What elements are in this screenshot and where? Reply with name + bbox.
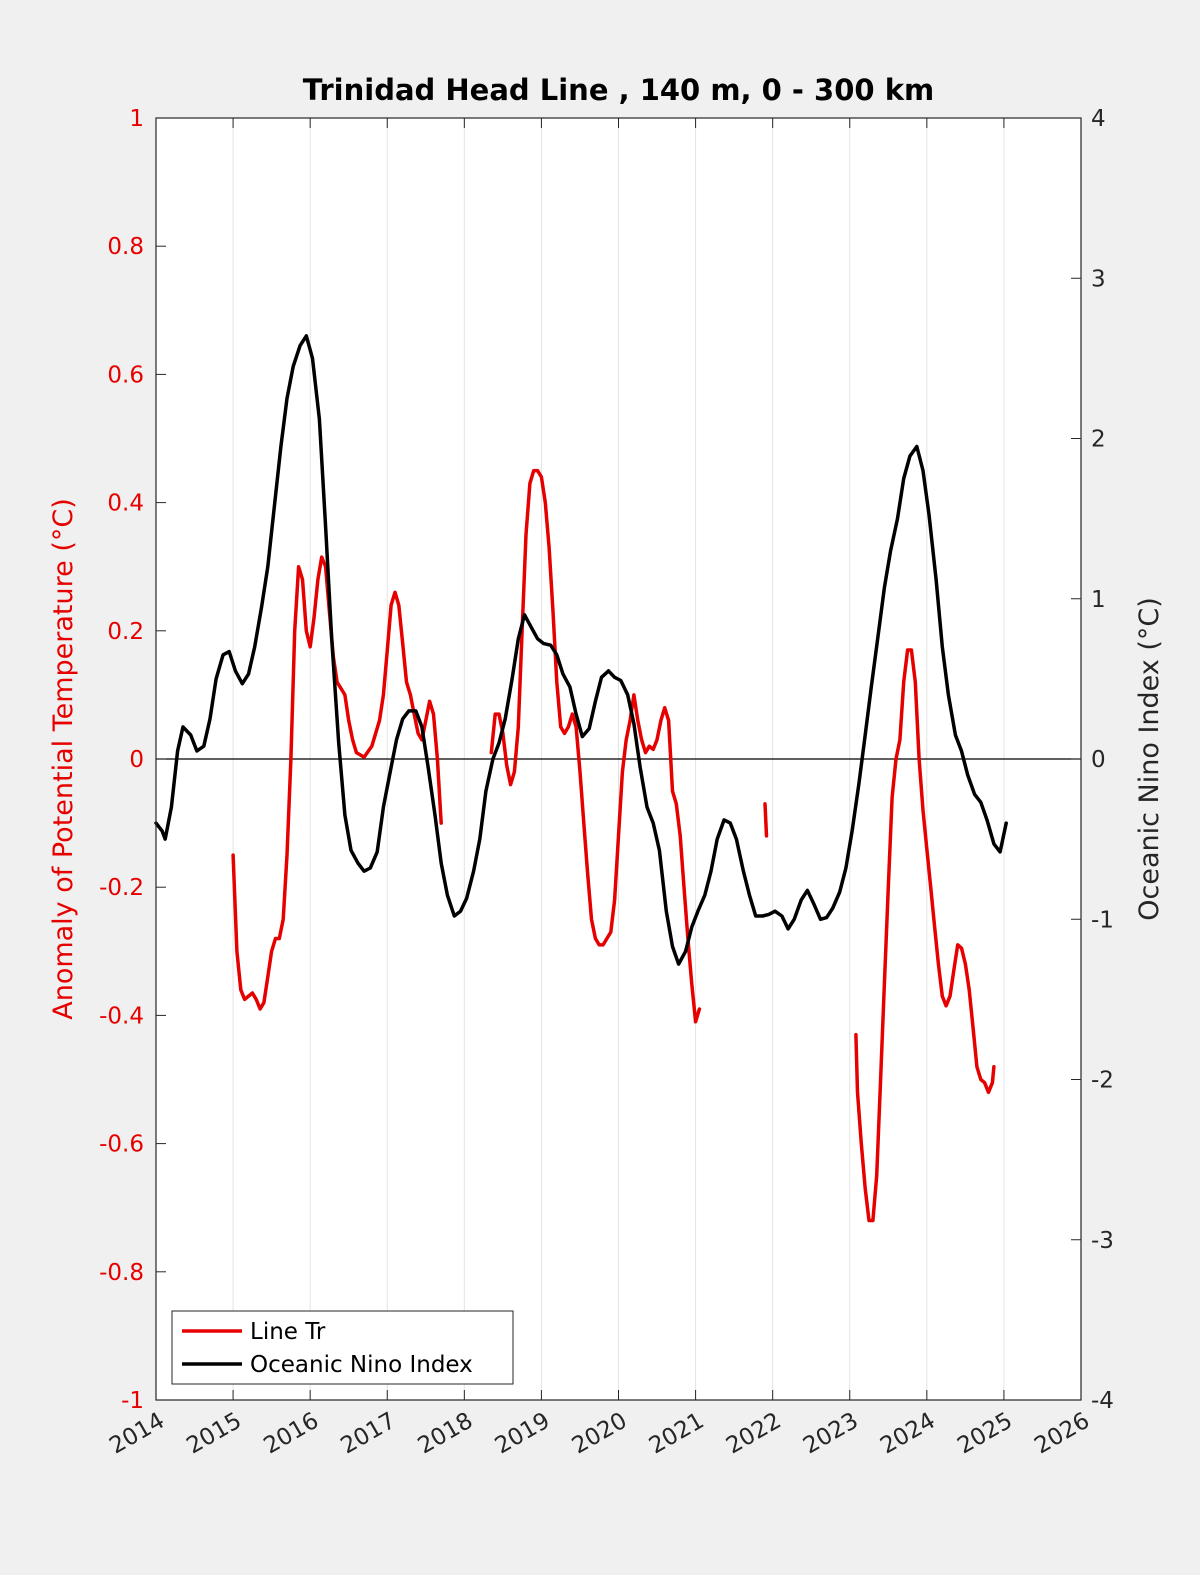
legend: Line Tr Oceanic Nino Index <box>171 1310 514 1385</box>
y-right-tick-label: 0 <box>1091 747 1106 773</box>
x-tick-label: 2019 <box>491 1408 555 1460</box>
y-left-tick-label: 0.8 <box>107 234 144 260</box>
legend-label-oni: Oceanic Nino Index <box>250 1352 473 1378</box>
series-oni-segment <box>154 334 1008 966</box>
x-tick-label: 2021 <box>645 1408 709 1460</box>
y-left-tick-label: -0.6 <box>99 1132 144 1158</box>
legend-label-line-tr: Line Tr <box>250 1319 326 1345</box>
y-axis-right: -4 -3 -2 -1 0 1 2 3 4 <box>1071 106 1114 1414</box>
series-line-tr-segment <box>854 648 996 1223</box>
legend-box <box>171 1310 514 1385</box>
y-axis-right-title: Oceanic Nino Index (°C) <box>1134 597 1165 921</box>
y-left-tick-label: 0.4 <box>107 491 144 517</box>
y-axis-left: -1 -0.8 -0.6 -0.4 -0.2 0 0.2 0.4 0.6 0.8 1 <box>99 106 166 1414</box>
series-line-tr-segment <box>763 802 769 838</box>
x-tick-label: 2023 <box>799 1408 863 1460</box>
x-tick-label: 2018 <box>414 1408 478 1460</box>
y-right-tick-label: -3 <box>1091 1228 1114 1254</box>
x-tick-label: 2024 <box>876 1408 940 1460</box>
y-right-tick-label: 1 <box>1091 587 1106 613</box>
y-right-tick-label: 3 <box>1091 266 1106 292</box>
x-tick-label: 2015 <box>182 1408 246 1460</box>
x-tick-label: 2016 <box>259 1408 323 1460</box>
chart-title: Trinidad Head Line , 140 m, 0 - 300 km <box>303 73 934 107</box>
x-tick-label: 2026 <box>1030 1408 1094 1460</box>
y-axis-left-title: Anomaly of Potential Temperature (°C) <box>48 498 79 1020</box>
x-tick-label: 2020 <box>568 1408 632 1460</box>
y-left-tick-label: -0.8 <box>99 1260 144 1286</box>
y-left-tick-label: 1 <box>129 106 144 132</box>
y-left-tick-label: -0.2 <box>99 875 144 901</box>
y-right-tick-label: -4 <box>1091 1388 1114 1414</box>
y-left-tick-label: -0.4 <box>99 1003 144 1029</box>
x-tick-label: 2017 <box>337 1408 401 1460</box>
series-line-tr-segment <box>489 468 702 1024</box>
y-right-tick-label: -1 <box>1091 907 1114 933</box>
x-tick-label: 2014 <box>105 1408 169 1460</box>
series-layer <box>154 334 1008 1223</box>
y-left-tick-label: 0.2 <box>107 619 144 645</box>
x-tick-label: 2022 <box>722 1408 786 1460</box>
y-left-tick-label: 0.6 <box>107 362 144 388</box>
y-right-tick-label: -2 <box>1091 1068 1114 1094</box>
x-tick-label: 2025 <box>953 1408 1017 1460</box>
y-left-tick-label: 0 <box>129 747 144 773</box>
y-right-tick-label: 4 <box>1091 106 1106 132</box>
y-right-tick-label: 2 <box>1091 427 1106 453</box>
y-left-tick-label: -1 <box>121 1388 144 1414</box>
